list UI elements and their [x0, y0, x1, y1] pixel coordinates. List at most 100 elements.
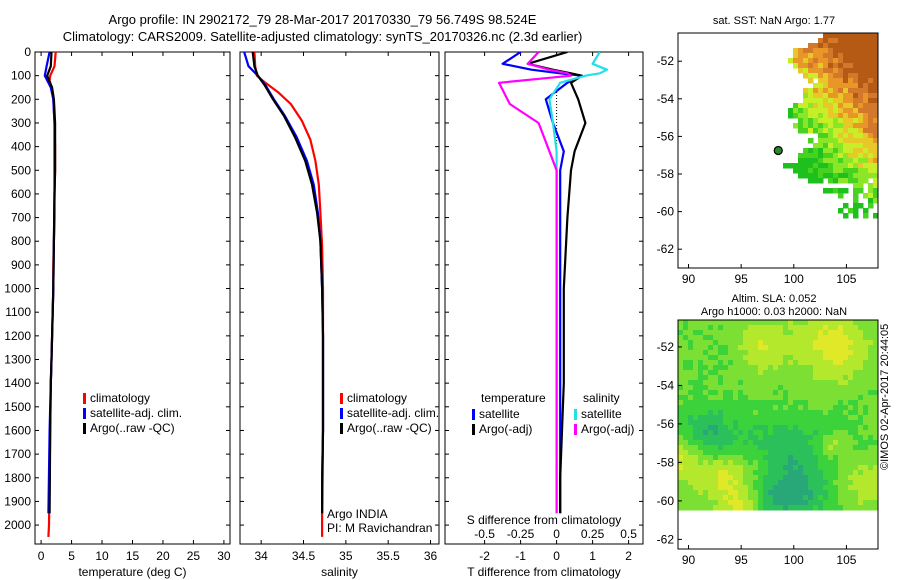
sla-cell	[753, 350, 759, 356]
sla-cell	[793, 470, 799, 476]
sst-cell	[833, 148, 839, 154]
sla-cell	[748, 380, 754, 386]
sla-cell	[873, 435, 878, 441]
sla-cell	[873, 470, 878, 476]
sst-cell	[808, 168, 814, 174]
sla-cell	[823, 465, 829, 471]
sla-cell	[708, 425, 714, 431]
sst-cell	[808, 158, 814, 164]
sla-cell	[798, 400, 804, 406]
x-tick-label: 35.5	[377, 549, 401, 563]
sla-cell	[738, 445, 744, 451]
sla-cell	[733, 380, 739, 386]
sla-cell	[788, 420, 794, 426]
sla-cell	[778, 445, 784, 451]
sla-cell	[723, 425, 729, 431]
legend-label-climatology: climatology	[90, 391, 150, 405]
sla-cell	[733, 355, 739, 361]
sst-cell	[853, 68, 859, 74]
sla-cell	[683, 325, 689, 331]
sla-cell	[828, 460, 834, 466]
sla-cell	[708, 360, 714, 366]
sla-cell	[848, 400, 854, 406]
sla-cell	[853, 430, 859, 436]
sla-cell	[718, 470, 724, 476]
sst-cell	[808, 68, 814, 74]
sla-cell	[848, 345, 854, 351]
sla-cell	[698, 335, 704, 341]
sla-cell	[853, 390, 859, 396]
sla-cell	[683, 425, 689, 431]
sla-cell	[773, 415, 779, 421]
sla-cell	[833, 345, 839, 351]
sla-cell	[693, 335, 699, 341]
sst-cell	[818, 178, 824, 184]
sla-cell	[778, 475, 784, 481]
sst-cell	[863, 123, 869, 129]
sla-cell	[828, 500, 834, 506]
sla-cell	[778, 335, 784, 341]
sla-cell	[683, 335, 689, 341]
sst-cell	[858, 183, 864, 189]
legend-label-argo-raw-qc: Argo(..raw -QC)	[90, 421, 175, 435]
sla-cell	[708, 415, 714, 421]
sla-cell	[798, 330, 804, 336]
sla-cell	[703, 390, 709, 396]
y-tick-label: 700	[11, 211, 31, 225]
sla-cell	[693, 455, 699, 461]
sst-cell	[863, 193, 869, 199]
sla-cell	[713, 330, 719, 336]
sla-cell	[848, 490, 854, 496]
sst-cell	[873, 193, 878, 199]
sla-cell	[863, 415, 869, 421]
sla-cell	[693, 465, 699, 471]
sst-cell	[823, 83, 829, 89]
sla-cell	[808, 375, 814, 381]
sla-cell	[698, 360, 704, 366]
sla-cell	[678, 440, 684, 446]
y-tick-label: 1700	[4, 447, 31, 461]
sst-cell	[833, 113, 839, 119]
sst-cell	[858, 168, 864, 174]
sla-cell	[738, 400, 744, 406]
sla-cell	[788, 475, 794, 481]
sla-cell	[843, 340, 849, 346]
legend-header-salinity: salinity	[583, 391, 620, 405]
sla-cell	[808, 500, 814, 506]
sla-cell	[863, 435, 869, 441]
sla-cell	[713, 495, 719, 501]
sla-cell	[868, 500, 874, 506]
sst-cell	[833, 93, 839, 99]
sla-cell	[678, 425, 684, 431]
sla-cell	[818, 415, 824, 421]
sla-cell	[688, 465, 694, 471]
sla-cell	[698, 410, 704, 416]
sst-cell	[833, 43, 839, 49]
x-tick-label: 90	[682, 272, 696, 286]
sla-cell	[678, 500, 684, 506]
sla-cell	[773, 500, 779, 506]
sla-cell	[853, 385, 859, 391]
sla-cell	[813, 325, 819, 331]
sst-cell	[823, 163, 829, 169]
sst-cell	[808, 118, 814, 124]
sla-cell	[723, 380, 729, 386]
sla-cell	[683, 475, 689, 481]
sst-cell	[818, 68, 824, 74]
sla-cell	[733, 440, 739, 446]
sla-cell	[823, 360, 829, 366]
sla-cell	[773, 385, 779, 391]
sla-cell	[723, 460, 729, 466]
sst-cell	[873, 83, 878, 89]
sla-cell	[863, 395, 869, 401]
sla-cell	[678, 390, 684, 396]
sla-cell	[818, 370, 824, 376]
sla-cell	[838, 375, 844, 381]
sla-cell	[708, 370, 714, 376]
sla-cell	[793, 370, 799, 376]
sla-cell	[758, 360, 764, 366]
sla-cell	[868, 430, 874, 436]
sst-cell	[858, 133, 864, 139]
sla-cell	[728, 345, 734, 351]
sla-cell	[838, 455, 844, 461]
